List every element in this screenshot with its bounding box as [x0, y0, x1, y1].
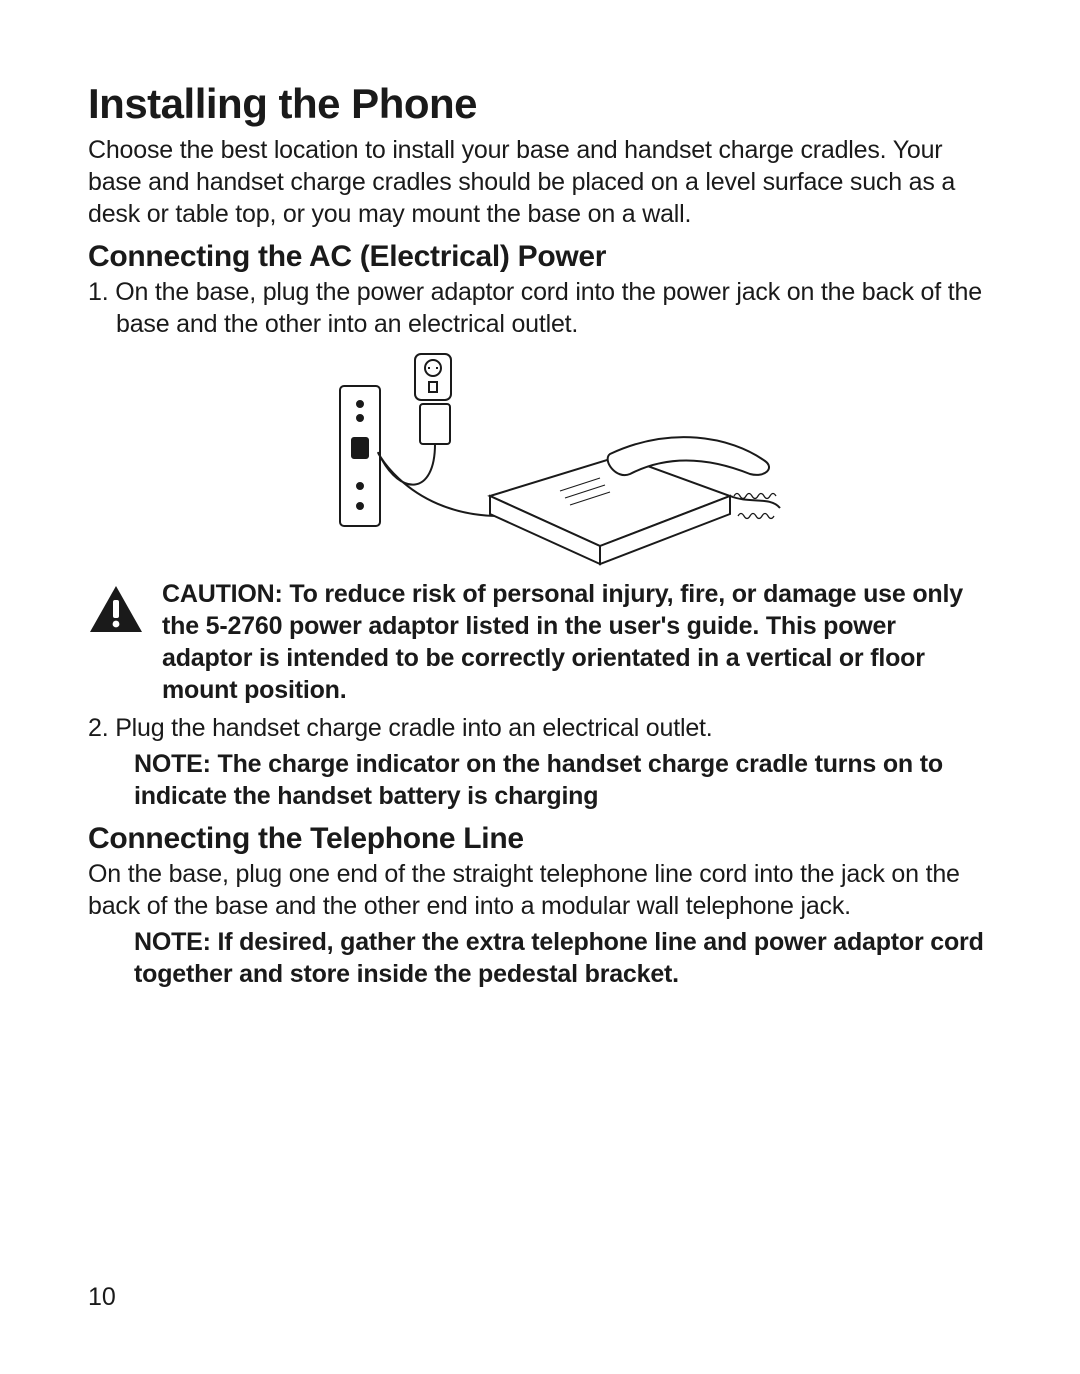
note-charge-indicator: NOTE: The charge indicator on the handse… [88, 748, 992, 812]
step-2: 2. Plug the handset charge cradle into a… [88, 712, 992, 744]
phone-diagram-icon [260, 346, 820, 566]
section-heading-telephone-line: Connecting the Telephone Line [88, 822, 992, 856]
intro-paragraph: Choose the best location to install your… [88, 134, 992, 230]
page-number: 10 [88, 1283, 116, 1312]
page-title: Installing the Phone [88, 80, 992, 128]
step-1: 1. On the base, plug the power adaptor c… [88, 276, 992, 340]
step-2-text: 2. Plug the handset charge cradle into a… [88, 712, 992, 744]
caution-block: CAUTION: To reduce risk of personal inju… [88, 578, 992, 706]
note-pedestal-bracket: NOTE: If desired, gather the extra telep… [88, 926, 992, 990]
telephone-line-body: On the base, plug one end of the straigh… [88, 858, 992, 922]
caution-text: CAUTION: To reduce risk of personal inju… [162, 578, 992, 706]
caution-icon [88, 584, 144, 639]
step-1-text: 1. On the base, plug the power adaptor c… [88, 276, 992, 340]
manual-page: Installing the Phone Choose the best loc… [0, 0, 1080, 1374]
section-heading-ac-power: Connecting the AC (Electrical) Power [88, 240, 992, 274]
installation-figure [88, 346, 992, 566]
